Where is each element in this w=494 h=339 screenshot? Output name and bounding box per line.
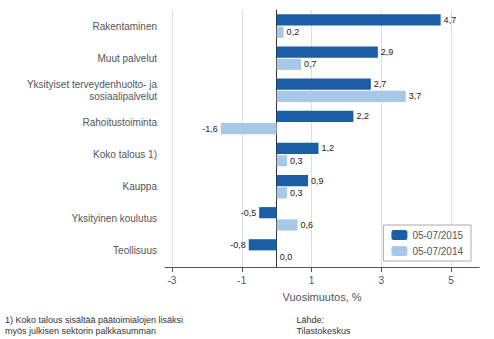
svg-text:0,3: 0,3 bbox=[290, 156, 303, 166]
svg-text:3,7: 3,7 bbox=[409, 91, 422, 101]
svg-text:Tilastokeskus: Tilastokeskus bbox=[296, 326, 351, 336]
svg-text:1: 1 bbox=[309, 275, 315, 286]
svg-text:2,7: 2,7 bbox=[374, 79, 387, 89]
svg-text:Lähde:: Lähde: bbox=[296, 315, 324, 325]
svg-text:1,2: 1,2 bbox=[322, 143, 335, 153]
svg-text:-1: -1 bbox=[237, 275, 246, 286]
svg-text:Vuosimuutos, %: Vuosimuutos, % bbox=[282, 291, 361, 303]
svg-text:sosiaalipalvelut: sosiaalipalvelut bbox=[89, 91, 157, 102]
svg-text:-0,8: -0,8 bbox=[230, 240, 246, 250]
svg-text:0,7: 0,7 bbox=[304, 59, 317, 69]
svg-text:1) Koko talous sisältää päätoi: 1) Koko talous sisältää päätoimialojen l… bbox=[5, 315, 183, 325]
svg-text:0,9: 0,9 bbox=[311, 176, 324, 186]
svg-text:05-07/2015: 05-07/2015 bbox=[412, 230, 463, 241]
svg-text:0,2: 0,2 bbox=[287, 27, 300, 37]
svg-text:Rakentaminen: Rakentaminen bbox=[93, 21, 157, 32]
svg-text:Muut palvelut: Muut palvelut bbox=[98, 53, 158, 64]
svg-text:0,3: 0,3 bbox=[290, 188, 303, 198]
svg-text:3: 3 bbox=[379, 275, 385, 286]
svg-text:Teollisuus: Teollisuus bbox=[113, 245, 157, 256]
svg-text:Yksityinen koulutus: Yksityinen koulutus bbox=[71, 213, 157, 224]
svg-text:-3: -3 bbox=[168, 275, 177, 286]
svg-text:Koko talous 1): Koko talous 1) bbox=[93, 149, 157, 160]
svg-text:Rahoitustoiminta: Rahoitustoiminta bbox=[83, 117, 158, 128]
svg-text:5: 5 bbox=[448, 275, 454, 286]
svg-text:05-07/2014: 05-07/2014 bbox=[412, 246, 463, 257]
svg-text:-1,6: -1,6 bbox=[202, 124, 218, 134]
svg-text:-0,5: -0,5 bbox=[241, 208, 257, 218]
svg-text:Yksityiset terveydenhuolto- ja: Yksityiset terveydenhuolto- ja bbox=[27, 79, 158, 90]
svg-text:2,2: 2,2 bbox=[356, 111, 369, 121]
svg-text:Kauppa: Kauppa bbox=[123, 181, 158, 192]
svg-text:myös julkisen sektorin palkkas: myös julkisen sektorin palkkasumman bbox=[5, 326, 156, 336]
svg-text:0,6: 0,6 bbox=[301, 220, 314, 230]
svg-text:2,9: 2,9 bbox=[381, 47, 394, 57]
svg-text:4,7: 4,7 bbox=[444, 15, 457, 25]
svg-text:0,0: 0,0 bbox=[280, 252, 293, 262]
